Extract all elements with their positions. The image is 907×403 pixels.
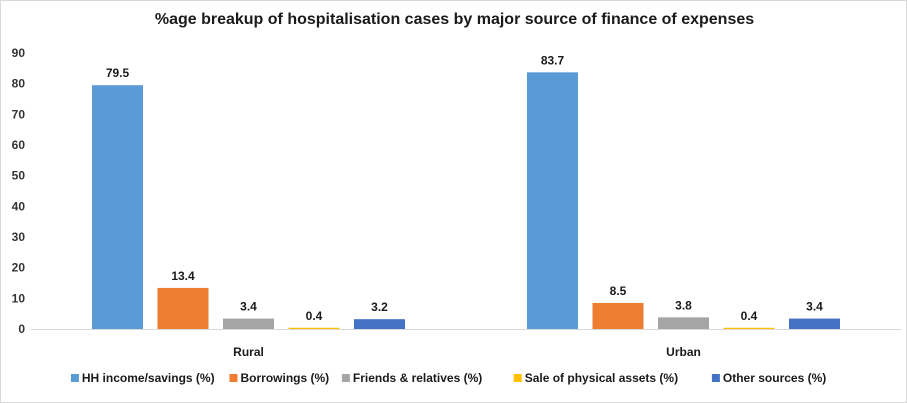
bar — [354, 319, 405, 329]
legend-label: Borrowings (%) — [241, 371, 330, 385]
legend-label: Other sources (%) — [723, 371, 826, 385]
category-label: Urban — [666, 345, 701, 359]
y-tick-label: 40 — [12, 199, 26, 213]
bar — [288, 327, 340, 329]
data-label: 8.5 — [610, 284, 627, 298]
bar — [789, 318, 840, 329]
y-tick-label: 0 — [18, 322, 25, 336]
legend-swatch — [70, 374, 79, 382]
legend-swatch — [341, 374, 350, 382]
data-label: 3.2 — [371, 300, 388, 314]
data-label: 3.4 — [240, 300, 257, 314]
y-tick-label: 80 — [12, 77, 26, 91]
category-label: Rural — [233, 345, 264, 359]
data-label: 3.8 — [675, 298, 692, 312]
data-label: 79.5 — [106, 66, 130, 80]
y-tick-label: 20 — [12, 261, 26, 275]
data-label: 13.4 — [171, 269, 195, 283]
bar — [92, 85, 143, 329]
y-tick-label: 30 — [12, 230, 26, 244]
legend-label: Friends & relatives (%) — [353, 371, 482, 385]
y-tick-label: 50 — [12, 169, 26, 183]
bar — [157, 287, 209, 329]
bar — [658, 317, 709, 329]
bar — [223, 318, 274, 329]
chart-title: %age breakup of hospitalisation cases by… — [154, 11, 755, 28]
y-tick-label: 60 — [12, 138, 26, 152]
legend-swatch — [229, 374, 238, 382]
data-label: 0.4 — [306, 309, 323, 323]
legend-swatch — [513, 374, 522, 382]
legend-label: Sale of physical assets (%) — [525, 371, 678, 385]
data-label: 0.4 — [741, 309, 758, 323]
data-label: 83.7 — [541, 53, 565, 67]
bar — [723, 327, 775, 329]
bar — [527, 72, 578, 329]
y-tick-label: 90 — [12, 46, 26, 60]
legend-swatch — [711, 374, 720, 382]
y-tick-label: 70 — [12, 107, 26, 121]
y-tick-label: 10 — [12, 291, 26, 305]
data-label: 3.4 — [806, 300, 823, 314]
bar — [592, 302, 644, 329]
legend-label: HH income/savings (%) — [82, 371, 215, 385]
